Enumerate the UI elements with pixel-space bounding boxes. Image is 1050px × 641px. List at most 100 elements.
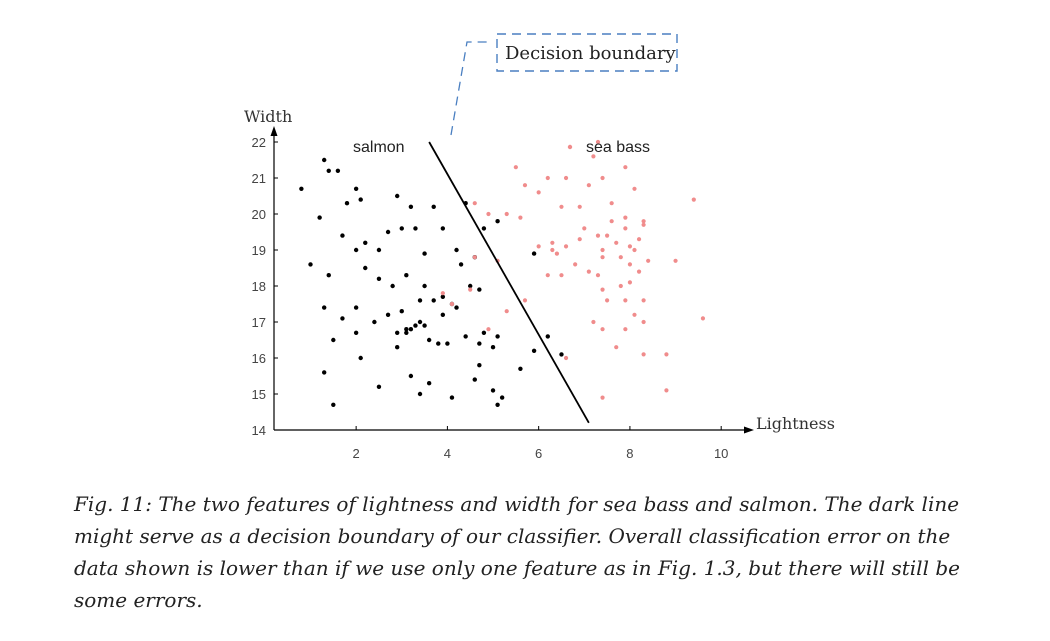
salmon-point [399, 226, 404, 231]
salmon-point [440, 312, 446, 317]
sea-bass-point [641, 219, 646, 224]
salmon-point [331, 337, 336, 343]
sea-bass-point [614, 345, 619, 350]
sea-bass-point [554, 251, 560, 256]
salmon-point [495, 219, 500, 224]
figure-caption: Fig. 11: The two features of lightness a… [74, 492, 960, 612]
sea-bass-point [600, 395, 605, 400]
salmon-point [321, 305, 327, 310]
y-tick-label: 18 [252, 279, 266, 294]
sea-bass-point [627, 280, 633, 285]
salmon-point [340, 233, 345, 238]
sea-bass-point [595, 233, 601, 238]
salmon-point [399, 309, 404, 314]
scatter-chart: 2 4 6 8 10 14 15 16 17 18 19 20 21 22 Decision bounda… [244, 33, 835, 461]
salmon-point [363, 265, 368, 271]
salmon-point [376, 276, 382, 281]
sea-bass-point [605, 233, 610, 238]
sea-bass-point [600, 255, 605, 260]
sea-bass-point [518, 215, 523, 220]
salmon-point [376, 247, 382, 253]
salmon-point [463, 334, 468, 339]
x-axis-arrowhead [744, 426, 754, 434]
salmon-point [395, 193, 400, 199]
decision-boundary-line [428, 141, 590, 424]
sea-bass-point [641, 352, 646, 357]
salmon-point [417, 319, 423, 325]
sea-bass-point [623, 165, 628, 170]
sea-bass-point [536, 190, 541, 195]
sea-bass-point [627, 262, 633, 267]
sea-bass-point [623, 226, 628, 231]
sea-bass-point [636, 237, 642, 242]
sea-bass-point [627, 244, 633, 249]
x-tick-label: 4 [444, 446, 451, 461]
salmon-point [321, 370, 327, 375]
y-tick-label: 17 [252, 315, 266, 330]
chart-axes [270, 126, 754, 434]
salmon-point [344, 201, 350, 206]
sea-bass-point [550, 240, 555, 245]
salmon-point [404, 327, 409, 332]
salmon-point [308, 262, 313, 267]
sea-bass-point [646, 258, 651, 263]
salmon-point [326, 273, 331, 278]
sea-bass-point [545, 273, 550, 278]
salmon-point [545, 334, 550, 339]
y-tick-label: 14 [252, 423, 266, 438]
sea-bass-point [614, 240, 619, 245]
y-tick-label: 19 [252, 243, 266, 258]
sea-bass-label-marker [567, 144, 573, 150]
sea-bass-point [545, 175, 550, 181]
sea-bass-point [641, 319, 646, 325]
salmon-point [431, 204, 436, 209]
salmon-point [321, 157, 327, 163]
sea-bass-point [536, 244, 541, 249]
salmon-point [531, 251, 537, 256]
salmon-point [408, 373, 414, 379]
salmon-point [490, 345, 496, 350]
sea-bass-point [664, 388, 669, 393]
salmon-point [477, 287, 482, 292]
sea-bass-point [632, 247, 637, 253]
data-points-group [299, 139, 706, 407]
sea-bass-point [559, 204, 564, 209]
sea-bass-point [577, 204, 582, 209]
sea-bass-point [472, 255, 477, 260]
salmon-point [317, 215, 322, 220]
y-tick-label: 20 [252, 207, 266, 222]
salmon-point [490, 388, 496, 393]
sea-bass-point [504, 309, 509, 314]
salmon-point [408, 204, 414, 209]
sea-bass-point [550, 247, 555, 253]
salmon-point [331, 402, 336, 407]
salmon-point [385, 312, 391, 317]
salmon-point [372, 319, 377, 325]
x-tick-label: 2 [353, 446, 360, 461]
salmon-point [417, 298, 423, 303]
sea-bass-point [591, 319, 596, 325]
salmon-point [518, 366, 523, 371]
sea-bass-point [618, 255, 623, 260]
sea-bass-point [595, 139, 601, 145]
callout-leader-line [450, 41, 492, 136]
salmon-point [431, 298, 436, 303]
sea-bass-point [513, 165, 518, 170]
sea-bass-point [623, 215, 628, 220]
sea-bass-point [636, 269, 642, 274]
sea-bass-point [591, 154, 596, 159]
salmon-point [481, 226, 487, 231]
salmon-point [395, 345, 400, 350]
sea-bass-point [563, 175, 569, 181]
salmon-point [426, 381, 432, 386]
salmon-point [449, 395, 455, 400]
salmon-point [413, 323, 418, 328]
y-axis-arrowhead [270, 126, 278, 136]
sea-bass-point [573, 262, 578, 267]
sea-bass-point [700, 316, 706, 321]
salmon-point [376, 384, 382, 389]
y-axis-title: Width [244, 107, 292, 126]
salmon-point [353, 247, 359, 253]
salmon-point [499, 395, 505, 400]
salmon-cluster-label: salmon [353, 139, 405, 156]
